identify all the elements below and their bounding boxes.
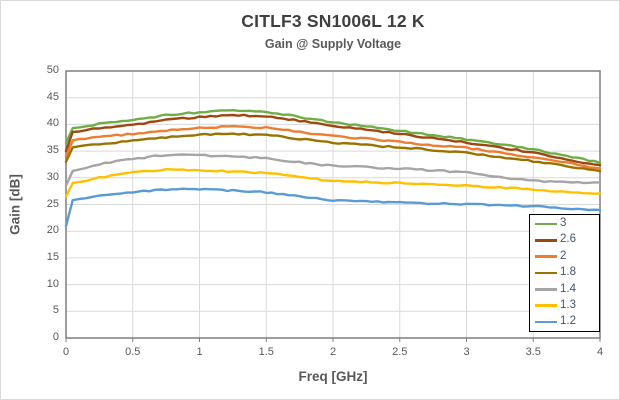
y-tick-label: 45	[46, 90, 59, 103]
legend-label: 2	[560, 249, 567, 262]
y-tick-label: 20	[46, 224, 59, 237]
plot-border	[65, 70, 601, 339]
chart-title: CITLF3 SN1006L 12 K	[241, 11, 425, 31]
legend-item-2: 2	[535, 248, 599, 264]
series-line-1.2	[64, 187, 602, 228]
legend-label: 2.6	[560, 233, 576, 246]
x-axis-title: Freq [GHz]	[298, 369, 368, 384]
x-tick-label: 4	[596, 346, 604, 358]
series-line-2.6	[64, 113, 602, 167]
y-axis-title: Gain [dB]	[7, 174, 23, 235]
legend-line-swatch	[535, 271, 557, 275]
x-tick-label: 3	[463, 346, 470, 358]
legend-item-2.6: 2.6	[535, 232, 599, 248]
x-tick-label: 0.5	[125, 346, 141, 358]
y-tick-label: 25	[46, 197, 59, 210]
legend-item-1.4: 1.4	[535, 281, 599, 297]
series-line-1.3	[64, 167, 602, 198]
series-line-1.8	[64, 132, 602, 173]
legend-label: 1.8	[560, 266, 576, 279]
legend-line-swatch	[535, 320, 557, 324]
y-tick-label: 5	[52, 304, 59, 317]
chart-legend: 3 2.6 2 1.8 1.4 1.3 1.2	[529, 214, 600, 332]
legend-label: 1.2	[560, 315, 576, 328]
y-tick-label: 35	[46, 144, 59, 157]
y-tick-label: 30	[46, 170, 59, 183]
series-line-3	[64, 108, 602, 165]
y-tick-label: 40	[46, 117, 59, 130]
legend-label: 1.4	[560, 282, 576, 295]
y-tick-label: 15	[46, 250, 59, 263]
x-tick-label: 1.5	[258, 346, 274, 358]
x-tick-label: 3.5	[525, 346, 541, 358]
legend-line-swatch	[535, 304, 557, 308]
x-tick-label: 0	[62, 346, 70, 358]
y-tick-label: 10	[46, 277, 59, 290]
legend-item-3: 3	[535, 216, 599, 232]
legend-label: 1.3	[560, 299, 576, 312]
y-tick-label: 0	[52, 331, 59, 343]
legend-item-1.8: 1.8	[535, 265, 599, 281]
series-line-1.4	[64, 153, 602, 188]
legend-line-swatch	[535, 222, 557, 226]
x-tick-label: 2.5	[392, 346, 408, 358]
legend-line-swatch	[535, 238, 557, 242]
x-tick-label: 2	[329, 346, 337, 358]
legend-line-swatch	[535, 288, 557, 291]
legend-label: 3	[560, 217, 567, 230]
y-tick-label: 50	[46, 64, 59, 76]
x-tick-label: 1	[196, 346, 203, 358]
legend-item-1.2: 1.2	[535, 314, 599, 330]
legend-item-1.3: 1.3	[535, 298, 599, 314]
series-line-2	[64, 124, 602, 170]
chart-subtitle: Gain @ Supply Voltage	[264, 37, 402, 51]
legend-line-swatch	[535, 255, 557, 258]
